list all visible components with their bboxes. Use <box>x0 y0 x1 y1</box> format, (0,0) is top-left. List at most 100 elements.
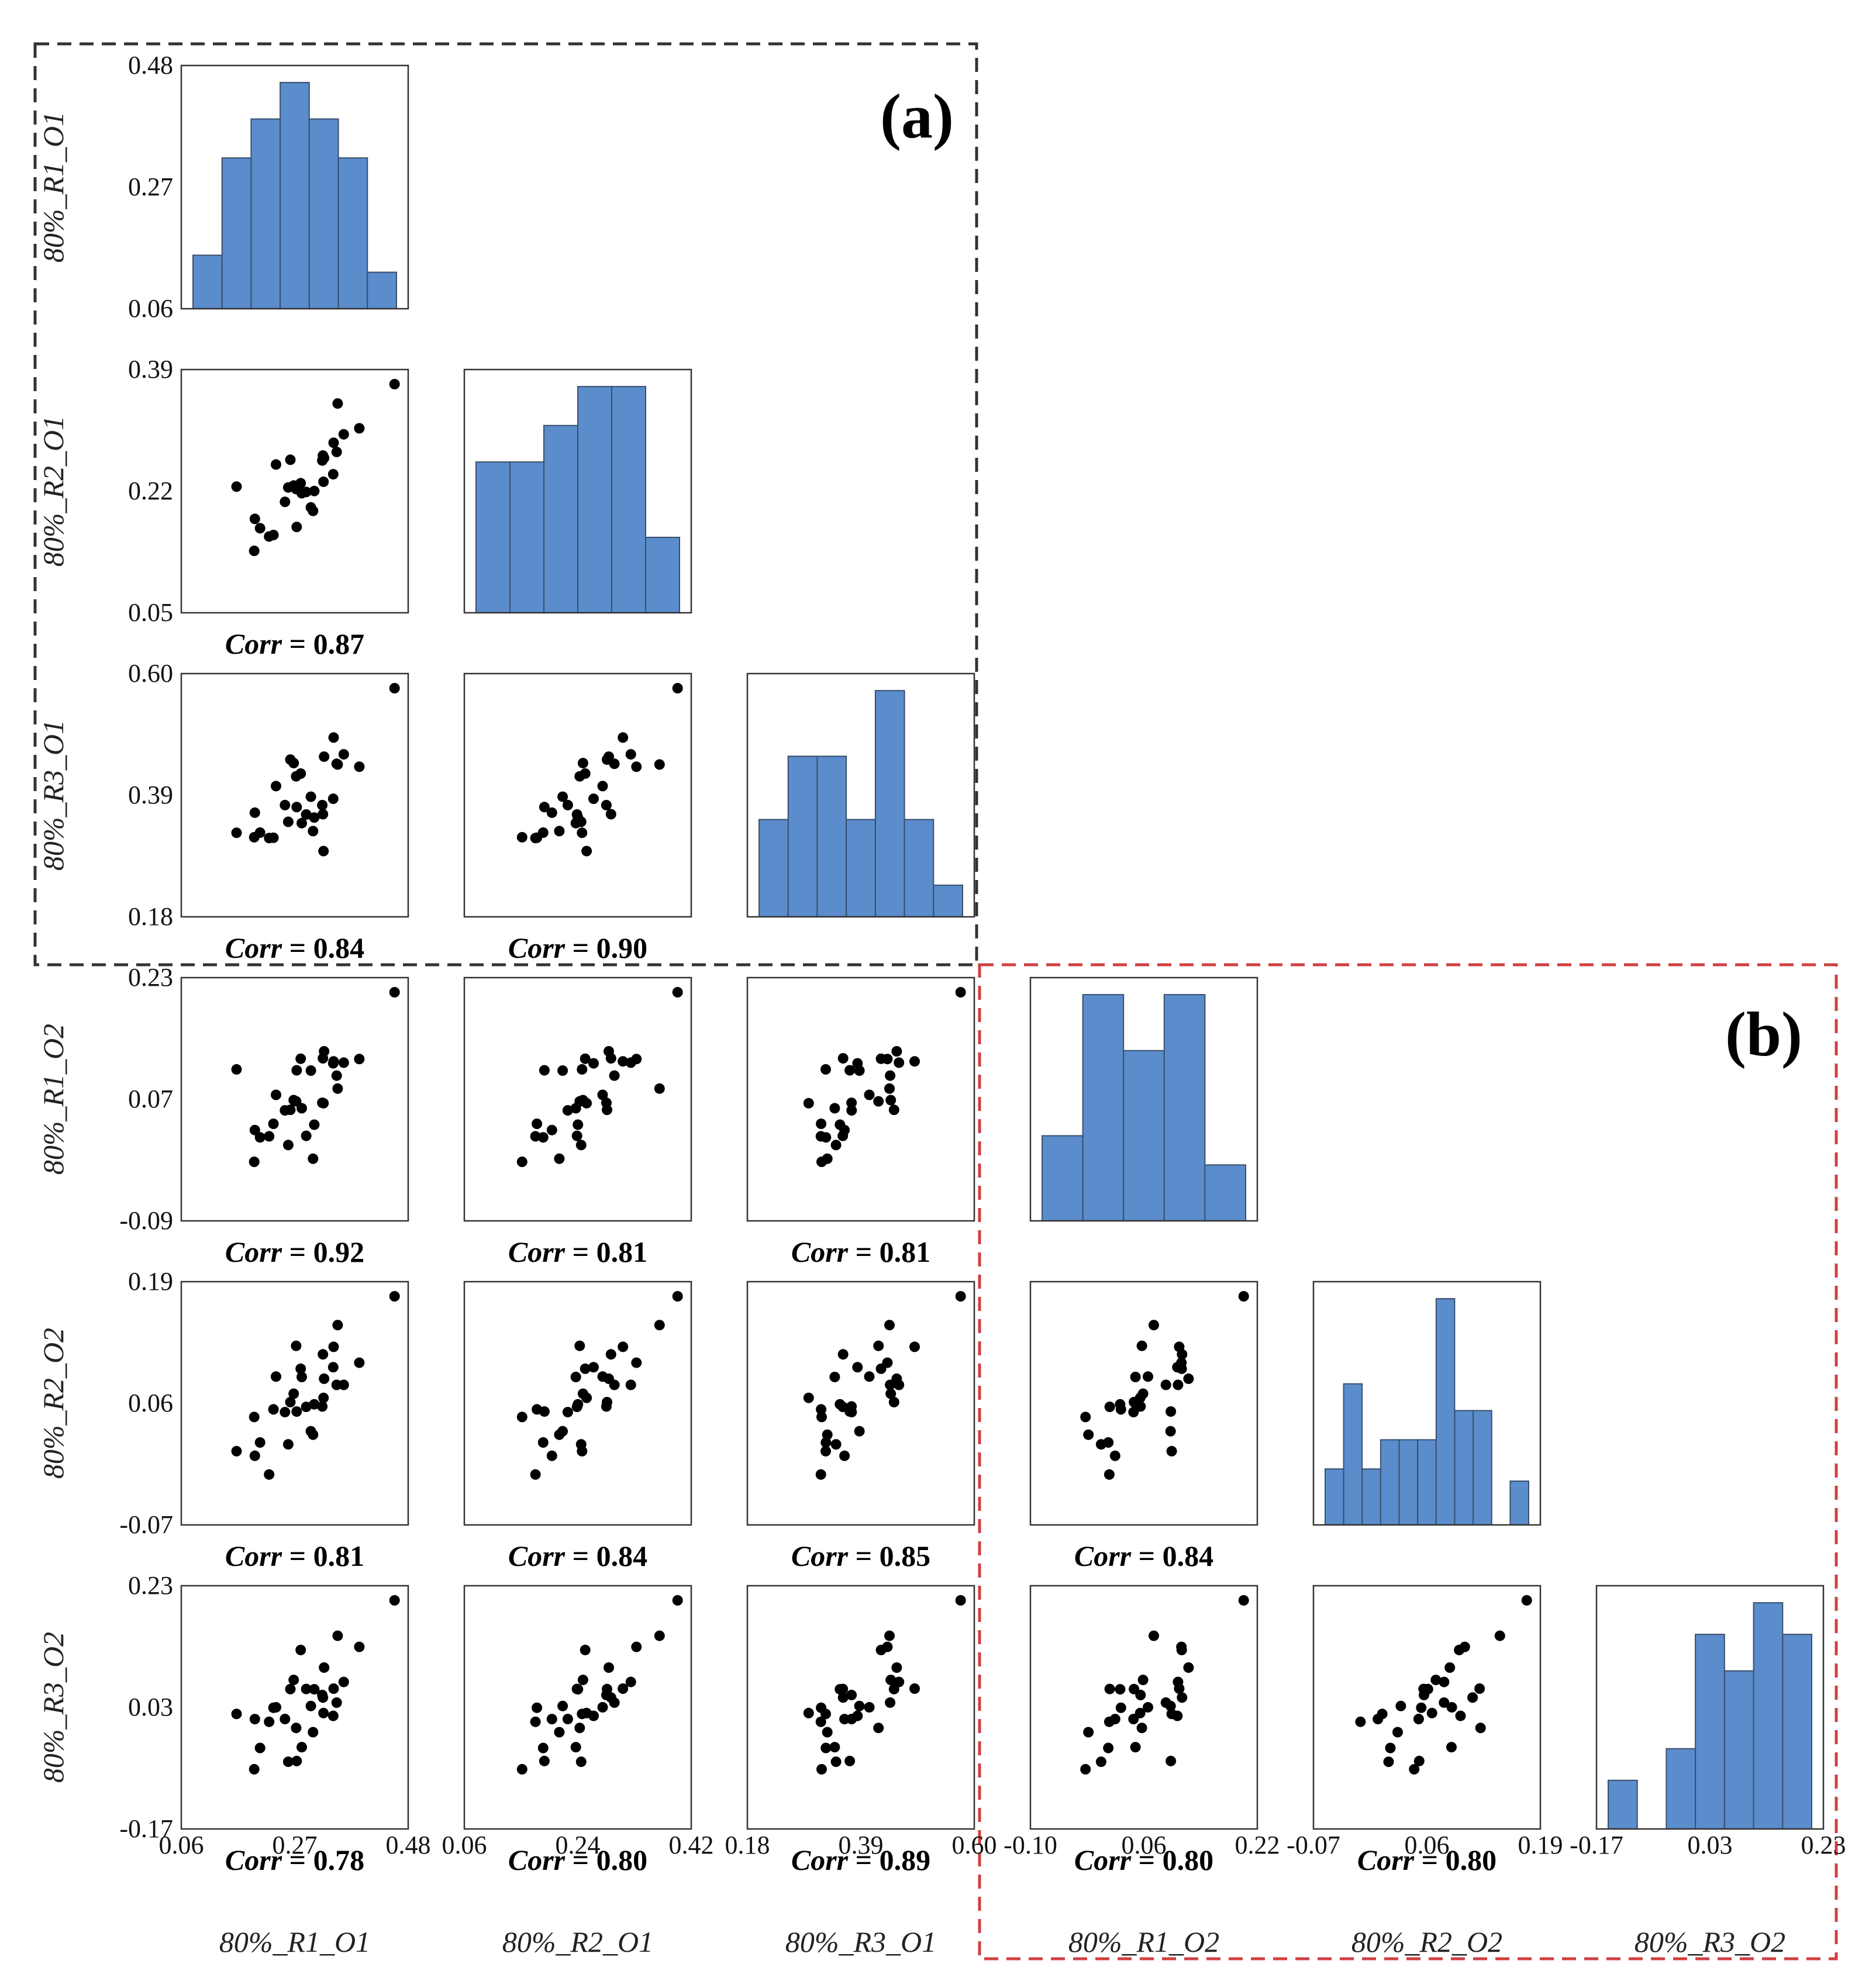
scatter-point-3-0-29 <box>318 1053 329 1064</box>
cell-0-0: 0.06 0.27 0.48 80%_R1_O1 <box>37 51 409 323</box>
scatter-point-5-3-9 <box>1149 1630 1159 1641</box>
corr-label-4-0: Corr = 0.81 <box>225 1540 364 1572</box>
scatter-point-1-0-0 <box>389 379 400 389</box>
hist-bar-4-2 <box>1361 1468 1381 1526</box>
scatter-point-5-2-2 <box>864 1701 875 1713</box>
cell-frame-2-2 <box>746 672 975 918</box>
scatter-point-2-0-20 <box>280 799 291 810</box>
scatter-point-3-1-16 <box>570 1103 581 1114</box>
scatter-point-3-1-20 <box>562 1105 573 1116</box>
scatter-point-3-1-21 <box>532 1119 543 1129</box>
scatter-point-2-1-18 <box>588 793 599 805</box>
hist-bar-0-4 <box>308 118 339 309</box>
x-tick-3-2: 0.22 <box>1235 1831 1280 1859</box>
scatter-point-2-0-19 <box>249 807 260 818</box>
corr-label-2-1: Corr = 0.90 <box>508 931 647 964</box>
scatter-point-5-1-0 <box>672 1595 683 1606</box>
scatter-point-5-3-7 <box>1095 1756 1106 1768</box>
cell-frame-4-3 <box>1029 1281 1258 1526</box>
scatter-point-3-0-11 <box>249 1157 260 1167</box>
panel-label-a: (a) <box>880 82 954 151</box>
scatter-point-1-0-17 <box>338 429 349 440</box>
y-axis-label-3: 80%_R1_O2 <box>37 1024 70 1175</box>
scatter-point-2-1-29 <box>605 809 616 820</box>
corr-label-2-0: Corr = 0.84 <box>225 931 364 964</box>
scatter-point-5-2-4 <box>873 1723 884 1734</box>
scatter-point-5-1-14 <box>618 1683 629 1694</box>
scatter-point-3-2-9 <box>884 1083 895 1094</box>
scatter-point-4-2-17 <box>894 1379 905 1390</box>
y-tick-1-0: 0.05 <box>128 598 173 627</box>
scatter-point-4-3-28 <box>1166 1445 1177 1457</box>
scatter-point-5-0-19 <box>249 1714 260 1725</box>
scatter-point-5-0-23 <box>301 1683 312 1694</box>
scatter-point-4-1-18 <box>588 1362 599 1373</box>
scatter-point-3-0-7 <box>282 1140 294 1151</box>
scatter-point-4-1-25 <box>573 1399 584 1410</box>
scatter-point-5-0-15 <box>319 1662 330 1673</box>
scatter-point-3-2-20 <box>846 1105 857 1116</box>
scatter-point-1-0-2 <box>271 459 281 470</box>
scatter-point-5-1-10 <box>557 1700 568 1711</box>
scatter-point-5-1-27 <box>577 1675 588 1686</box>
scatter-point-2-1-8 <box>631 761 642 772</box>
scatter-point-4-3-25 <box>1115 1399 1126 1410</box>
cell-2-0: Corr = 0.84 0.18 0.39 0.60 80%_R3_O1 <box>37 659 409 964</box>
scatter-point-5-3-27 <box>1137 1675 1149 1686</box>
scatter-point-3-2-0 <box>955 987 966 998</box>
scatter-point-5-4-21 <box>1416 1702 1427 1713</box>
corr-label-4-1: Corr = 0.84 <box>508 1540 647 1572</box>
scatter-point-2-1-13 <box>609 758 620 769</box>
hist-bar-3-2 <box>1123 1050 1165 1222</box>
scatter-point-5-3-22 <box>1176 1644 1187 1655</box>
cell-frame-4-1 <box>463 1281 692 1526</box>
scatter-point-4-0-21 <box>268 1404 279 1415</box>
group-a-frame <box>33 42 978 967</box>
scatter-point-5-0-21 <box>268 1702 279 1713</box>
scatter-point-4-3-17 <box>1173 1379 1184 1390</box>
scatter-point-1-0-12 <box>254 523 265 534</box>
scatter-point-1-0-28 <box>231 481 242 492</box>
scatter-point-2-0-0 <box>389 683 400 693</box>
scatter-point-5-3-13 <box>1160 1697 1171 1708</box>
y-tick-2-1: 0.39 <box>128 781 173 809</box>
scatter-point-4-0-7 <box>282 1439 294 1450</box>
scatter-point-4-1-19 <box>546 1450 557 1461</box>
scatter-point-1-0-21 <box>268 530 279 540</box>
scatter-point-4-2-22 <box>875 1363 887 1374</box>
scatter-point-4-2-11 <box>816 1411 827 1423</box>
y-tick-4-2: 0.19 <box>128 1267 173 1296</box>
scatter-point-3-0-17 <box>338 1057 349 1068</box>
corr-label-4-2: Corr = 0.85 <box>791 1540 930 1572</box>
scatter-point-2-0-8 <box>354 761 365 772</box>
corr-label-3-2: Corr = 0.81 <box>791 1235 930 1268</box>
scatter-point-5-3-21 <box>1115 1702 1126 1713</box>
scatter-point-5-1-4 <box>574 1723 585 1734</box>
scatter-point-5-3-19 <box>1109 1714 1120 1725</box>
scatter-point-4-0-18 <box>327 1362 339 1373</box>
scatter-point-4-2-21 <box>816 1404 827 1415</box>
y-tick-0-0: 0.06 <box>128 294 173 323</box>
x-tick-0-1: 0.27 <box>273 1831 318 1859</box>
scatter-point-5-1-21 <box>532 1702 543 1713</box>
scatter-point-4-2-4 <box>873 1340 884 1351</box>
scatter-point-4-0-27 <box>288 1388 299 1399</box>
scatter-point-3-2-28 <box>820 1064 831 1075</box>
x-tick-5-0: -0.17 <box>1570 1831 1623 1859</box>
scatter-point-4-0-12 <box>254 1437 265 1448</box>
scatter-point-4-0-4 <box>291 1340 302 1351</box>
cell-frame-1-0 <box>180 368 409 614</box>
scatter-point-3-2-24 <box>844 1065 856 1076</box>
scatter-point-5-4-1 <box>1392 1727 1403 1738</box>
scatter-point-1-0-11 <box>249 546 260 557</box>
scatter-point-3-1-7 <box>575 1140 587 1151</box>
scatter-point-2-0-21 <box>268 832 279 843</box>
scatter-point-4-3-0 <box>1238 1291 1249 1302</box>
scatter-point-3-2-26 <box>846 1097 857 1109</box>
x-tick-4-2: 0.19 <box>1518 1831 1563 1859</box>
scatter-point-5-1-2 <box>597 1701 608 1713</box>
scatter-point-1-0-6 <box>285 454 296 465</box>
scatter-point-5-1-3 <box>530 1716 541 1727</box>
hist-bar-1-3 <box>577 386 612 613</box>
hist-bar-2-1 <box>787 755 818 918</box>
